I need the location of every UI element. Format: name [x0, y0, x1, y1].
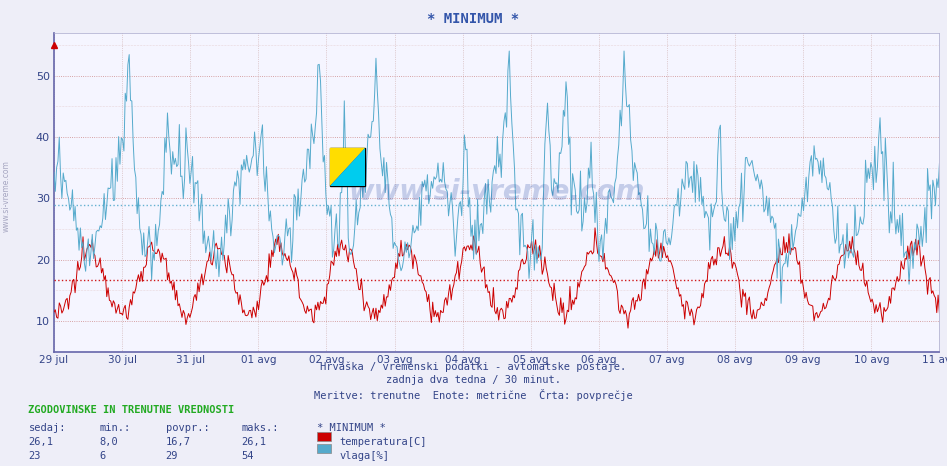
Text: maks.:: maks.: [241, 423, 279, 433]
Text: 26,1: 26,1 [28, 437, 53, 447]
Text: 54: 54 [241, 451, 254, 461]
Text: ZGODOVINSKE IN TRENUTNE VREDNOSTI: ZGODOVINSKE IN TRENUTNE VREDNOSTI [28, 405, 235, 415]
Text: 6: 6 [99, 451, 106, 461]
Text: 8,0: 8,0 [99, 437, 118, 447]
Text: sedaj:: sedaj: [28, 423, 66, 433]
Text: vlaga[%]: vlaga[%] [339, 451, 389, 461]
Text: povpr.:: povpr.: [166, 423, 209, 433]
Text: www.si-vreme.com: www.si-vreme.com [1, 160, 10, 232]
Text: min.:: min.: [99, 423, 131, 433]
Text: 29: 29 [166, 451, 178, 461]
Text: Hrvaška / vremenski podatki - avtomatske postaje.: Hrvaška / vremenski podatki - avtomatske… [320, 361, 627, 372]
Text: * MINIMUM *: * MINIMUM * [317, 423, 386, 433]
Text: zadnja dva tedna / 30 minut.: zadnja dva tedna / 30 minut. [386, 375, 561, 385]
Text: 26,1: 26,1 [241, 437, 266, 447]
Text: temperatura[C]: temperatura[C] [339, 437, 426, 447]
Text: 23: 23 [28, 451, 41, 461]
Text: www.si-vreme.com: www.si-vreme.com [348, 178, 645, 206]
Text: * MINIMUM *: * MINIMUM * [427, 12, 520, 26]
Text: 16,7: 16,7 [166, 437, 190, 447]
Text: Meritve: trenutne  Enote: metrične  Črta: povprečje: Meritve: trenutne Enote: metrične Črta: … [314, 389, 633, 401]
